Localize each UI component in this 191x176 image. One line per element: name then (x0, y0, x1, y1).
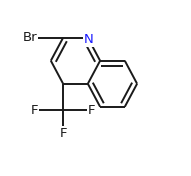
Text: Br: Br (23, 31, 38, 44)
Text: F: F (59, 127, 67, 140)
Text: N: N (83, 33, 93, 46)
Text: F: F (88, 104, 95, 117)
Text: F: F (31, 104, 38, 117)
